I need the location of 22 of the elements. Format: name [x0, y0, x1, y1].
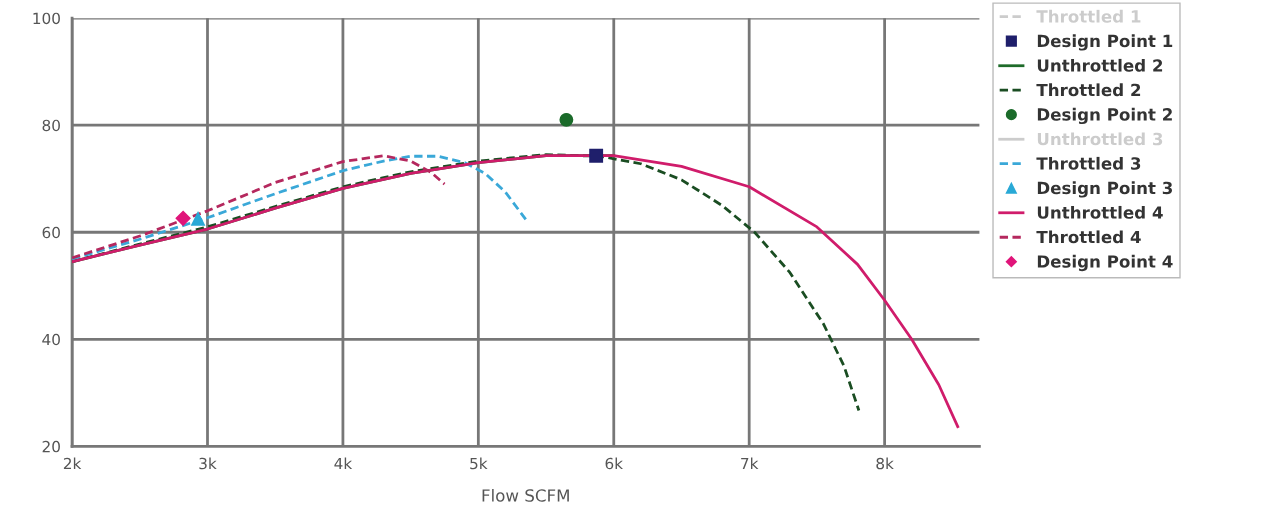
- y-tick-label: 20: [42, 440, 60, 453]
- x-tick-label: 3k: [199, 457, 217, 470]
- legend-label: Throttled 2: [1036, 83, 1141, 97]
- legend-label: Unthrottled 4: [1037, 205, 1163, 219]
- x-tick-label: 5k: [470, 457, 488, 470]
- legend-label: Design Point 3: [1037, 181, 1172, 198]
- y-tick-label: 40: [42, 333, 60, 346]
- y-tick-label: 60: [42, 226, 60, 239]
- x-tick-label: 4k: [334, 457, 353, 470]
- legend-label: Throttled 4: [1036, 230, 1141, 244]
- x-tick-label: 6k: [605, 457, 623, 470]
- x-tick-label: 2k: [63, 457, 82, 470]
- legend-label: Unthrottled 2: [1037, 58, 1163, 72]
- y-tick-label: 80: [42, 119, 60, 132]
- legend-label: Design Point 2: [1037, 107, 1172, 125]
- y-tick-label: 100: [33, 12, 60, 25]
- x-tick-label: 7k: [741, 457, 759, 470]
- x-tick-label: 8k: [876, 457, 894, 470]
- x-axis-title: Flow SCFM: [482, 488, 569, 502]
- legend-label: Throttled 3: [1036, 156, 1141, 170]
- legend-label: Design Point 1: [1037, 34, 1173, 51]
- legend-label: Design Point 4: [1037, 254, 1173, 272]
